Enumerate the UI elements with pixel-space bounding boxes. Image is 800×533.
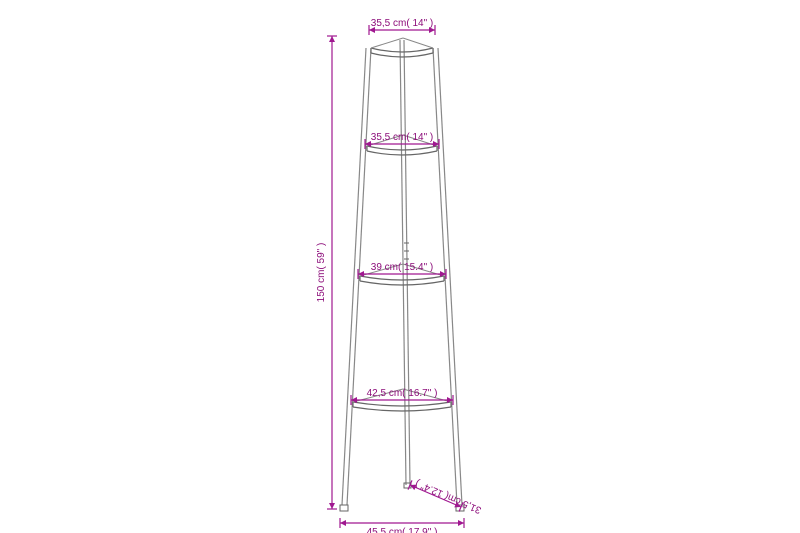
- dimension-diagram: 35,5 cm( 14" ) 35,5 cm( 14" ) 39 cm( 15.4"…: [0, 0, 800, 533]
- svg-text:150 cm( 59" ): 150 cm( 59" ): [316, 243, 327, 303]
- svg-text:35,5 cm( 14" ): 35,5 cm( 14" ): [371, 18, 433, 29]
- svg-text:42,5 cm( 16.7" ): 42,5 cm( 16.7" ): [367, 388, 438, 399]
- svg-text:45,5 cm( 17.9" ): 45,5 cm( 17.9" ): [367, 527, 438, 533]
- svg-text:31,5 cm( 12.4" ): 31,5 cm( 12.4" ): [414, 477, 483, 515]
- svg-text:39 cm( 15.4" ): 39 cm( 15.4" ): [371, 262, 433, 273]
- svg-text:35,5 cm( 14" ): 35,5 cm( 14" ): [371, 132, 433, 143]
